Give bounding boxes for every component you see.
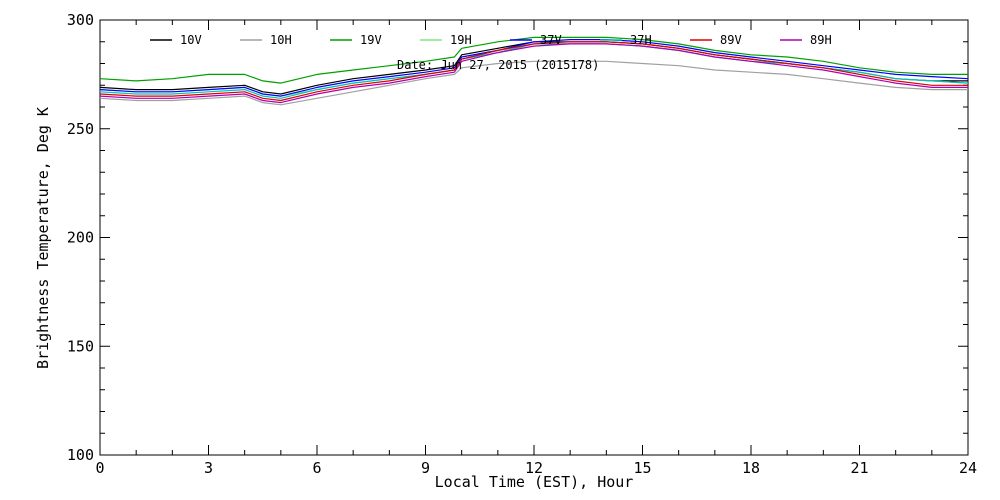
- plot-frame: [100, 20, 968, 455]
- y-tick-label: 150: [67, 337, 94, 355]
- x-axis-title: Local Time (EST), Hour: [435, 473, 634, 491]
- series-line-89h: [100, 44, 968, 103]
- x-tick-label: 24: [959, 459, 977, 477]
- y-tick-label: 200: [67, 229, 94, 247]
- x-tick-label: 15: [633, 459, 651, 477]
- x-tick-label: 3: [204, 459, 213, 477]
- x-tick-label: 18: [742, 459, 760, 477]
- legend: 10V 10H 19V 19H 37V 37H 89V 89H: [150, 33, 832, 47]
- y-tick-label: 100: [67, 446, 94, 464]
- x-tick-label: 0: [95, 459, 104, 477]
- x-tick-label: 21: [850, 459, 868, 477]
- legend-label-37v: 37V: [540, 33, 562, 47]
- y-tick-label: 250: [67, 120, 94, 138]
- legend-label-19h: 19H: [450, 33, 472, 47]
- date-annotation: Date: Jun 27, 2015 (2015178): [397, 58, 599, 72]
- legend-label-89v: 89V: [720, 33, 742, 47]
- legend-label-10h: 10H: [270, 33, 292, 47]
- x-tick-label: 9: [421, 459, 430, 477]
- legend-label-19v: 19V: [360, 33, 382, 47]
- legend-label-89h: 89H: [810, 33, 832, 47]
- y-axis-title: Brightness Temperature, Deg K: [34, 107, 52, 369]
- legend-label-10v: 10V: [180, 33, 202, 47]
- axis-ticks: [100, 20, 968, 455]
- x-tick-label: 6: [312, 459, 321, 477]
- legend-label-37h: 37H: [630, 33, 652, 47]
- y-tick-label: 300: [67, 11, 94, 29]
